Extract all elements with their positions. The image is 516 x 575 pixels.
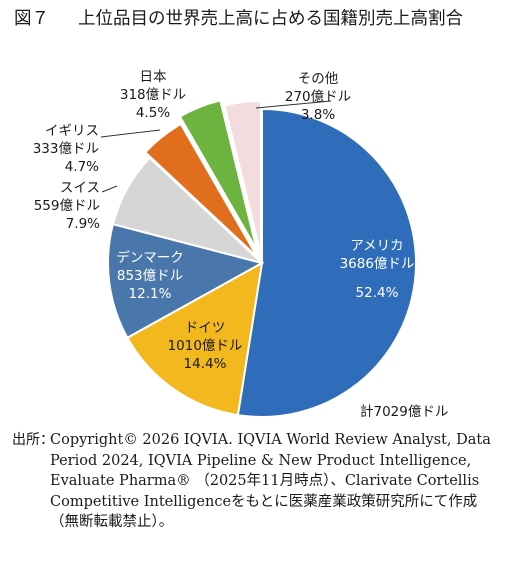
source-text: Copyright© 2026 IQVIA. IQVIA World Revie…	[50, 432, 491, 531]
slice-percent-others: 3.8%	[301, 107, 335, 123]
slice-percent-denmark: 12.1%	[129, 286, 172, 302]
pie-slices	[107, 99, 417, 418]
slice-value-uk: 333億ドル	[33, 141, 99, 157]
pie-slice-denmark	[107, 222, 265, 340]
leader-lines	[100, 100, 332, 193]
slice-percent-uk: 4.7%	[65, 159, 99, 175]
slice-value-denmark: 853億ドル	[117, 268, 183, 284]
slice-value-germany: 1010億ドル	[168, 338, 243, 354]
slice-percent-germany: 14.4%	[184, 356, 227, 372]
slice-name-america: アメリカ	[350, 238, 403, 254]
slice-name-switzerland: スイス	[60, 180, 100, 196]
slice-name-denmark: デンマーク	[116, 249, 184, 266]
leader-line-uk	[100, 129, 161, 138]
slice-value-switzerland: 559億ドル	[34, 198, 100, 214]
slice-labels: アメリカ 3686億ドル 52.4% ドイツ 1010億ドル 14.4% デンマーク 853億…	[33, 69, 415, 372]
pie-slice-switzerland	[111, 156, 263, 264]
total-label: 計7029億ドル	[360, 404, 448, 420]
leader-line-others	[255, 100, 332, 109]
slice-value-others: 270億ドル	[285, 89, 351, 105]
slice-value-america: 3686億ドル	[340, 256, 415, 272]
slice-percent-america: 52.4%	[356, 285, 399, 301]
slice-name-others: その他	[298, 71, 339, 87]
figure-number: 図７	[14, 9, 49, 29]
figure-title-text: 上位品目の世界売上高に占める国籍別売上高割合	[78, 9, 463, 29]
slice-value-japan: 318億ドル	[120, 87, 186, 103]
leader-line-switzerland	[101, 185, 118, 193]
figure-title: 図７ 上位品目の世界売上高に占める国籍別売上高割合	[14, 6, 506, 32]
slice-name-uk: イギリス	[45, 123, 99, 139]
slice-name-germany: ドイツ	[185, 320, 226, 336]
pie-slice-japan	[178, 99, 258, 251]
pie-slice-america	[236, 107, 417, 418]
source-note: 出所： Copyright© 2026 IQVIA. IQVIA World R…	[12, 430, 494, 533]
pie-slice-germany	[125, 261, 264, 417]
pie-chart: アメリカ 3686億ドル 52.4% ドイツ 1010億ドル 14.4% デンマーク 853億…	[33, 69, 449, 420]
source-label: 出所：	[12, 432, 54, 448]
pie-slice-others	[223, 100, 263, 256]
slice-percent-switzerland: 7.9%	[66, 216, 100, 232]
pie-slice-uk	[143, 122, 259, 259]
slice-name-japan: 日本	[140, 69, 167, 85]
slice-percent-japan: 4.5%	[136, 105, 170, 121]
